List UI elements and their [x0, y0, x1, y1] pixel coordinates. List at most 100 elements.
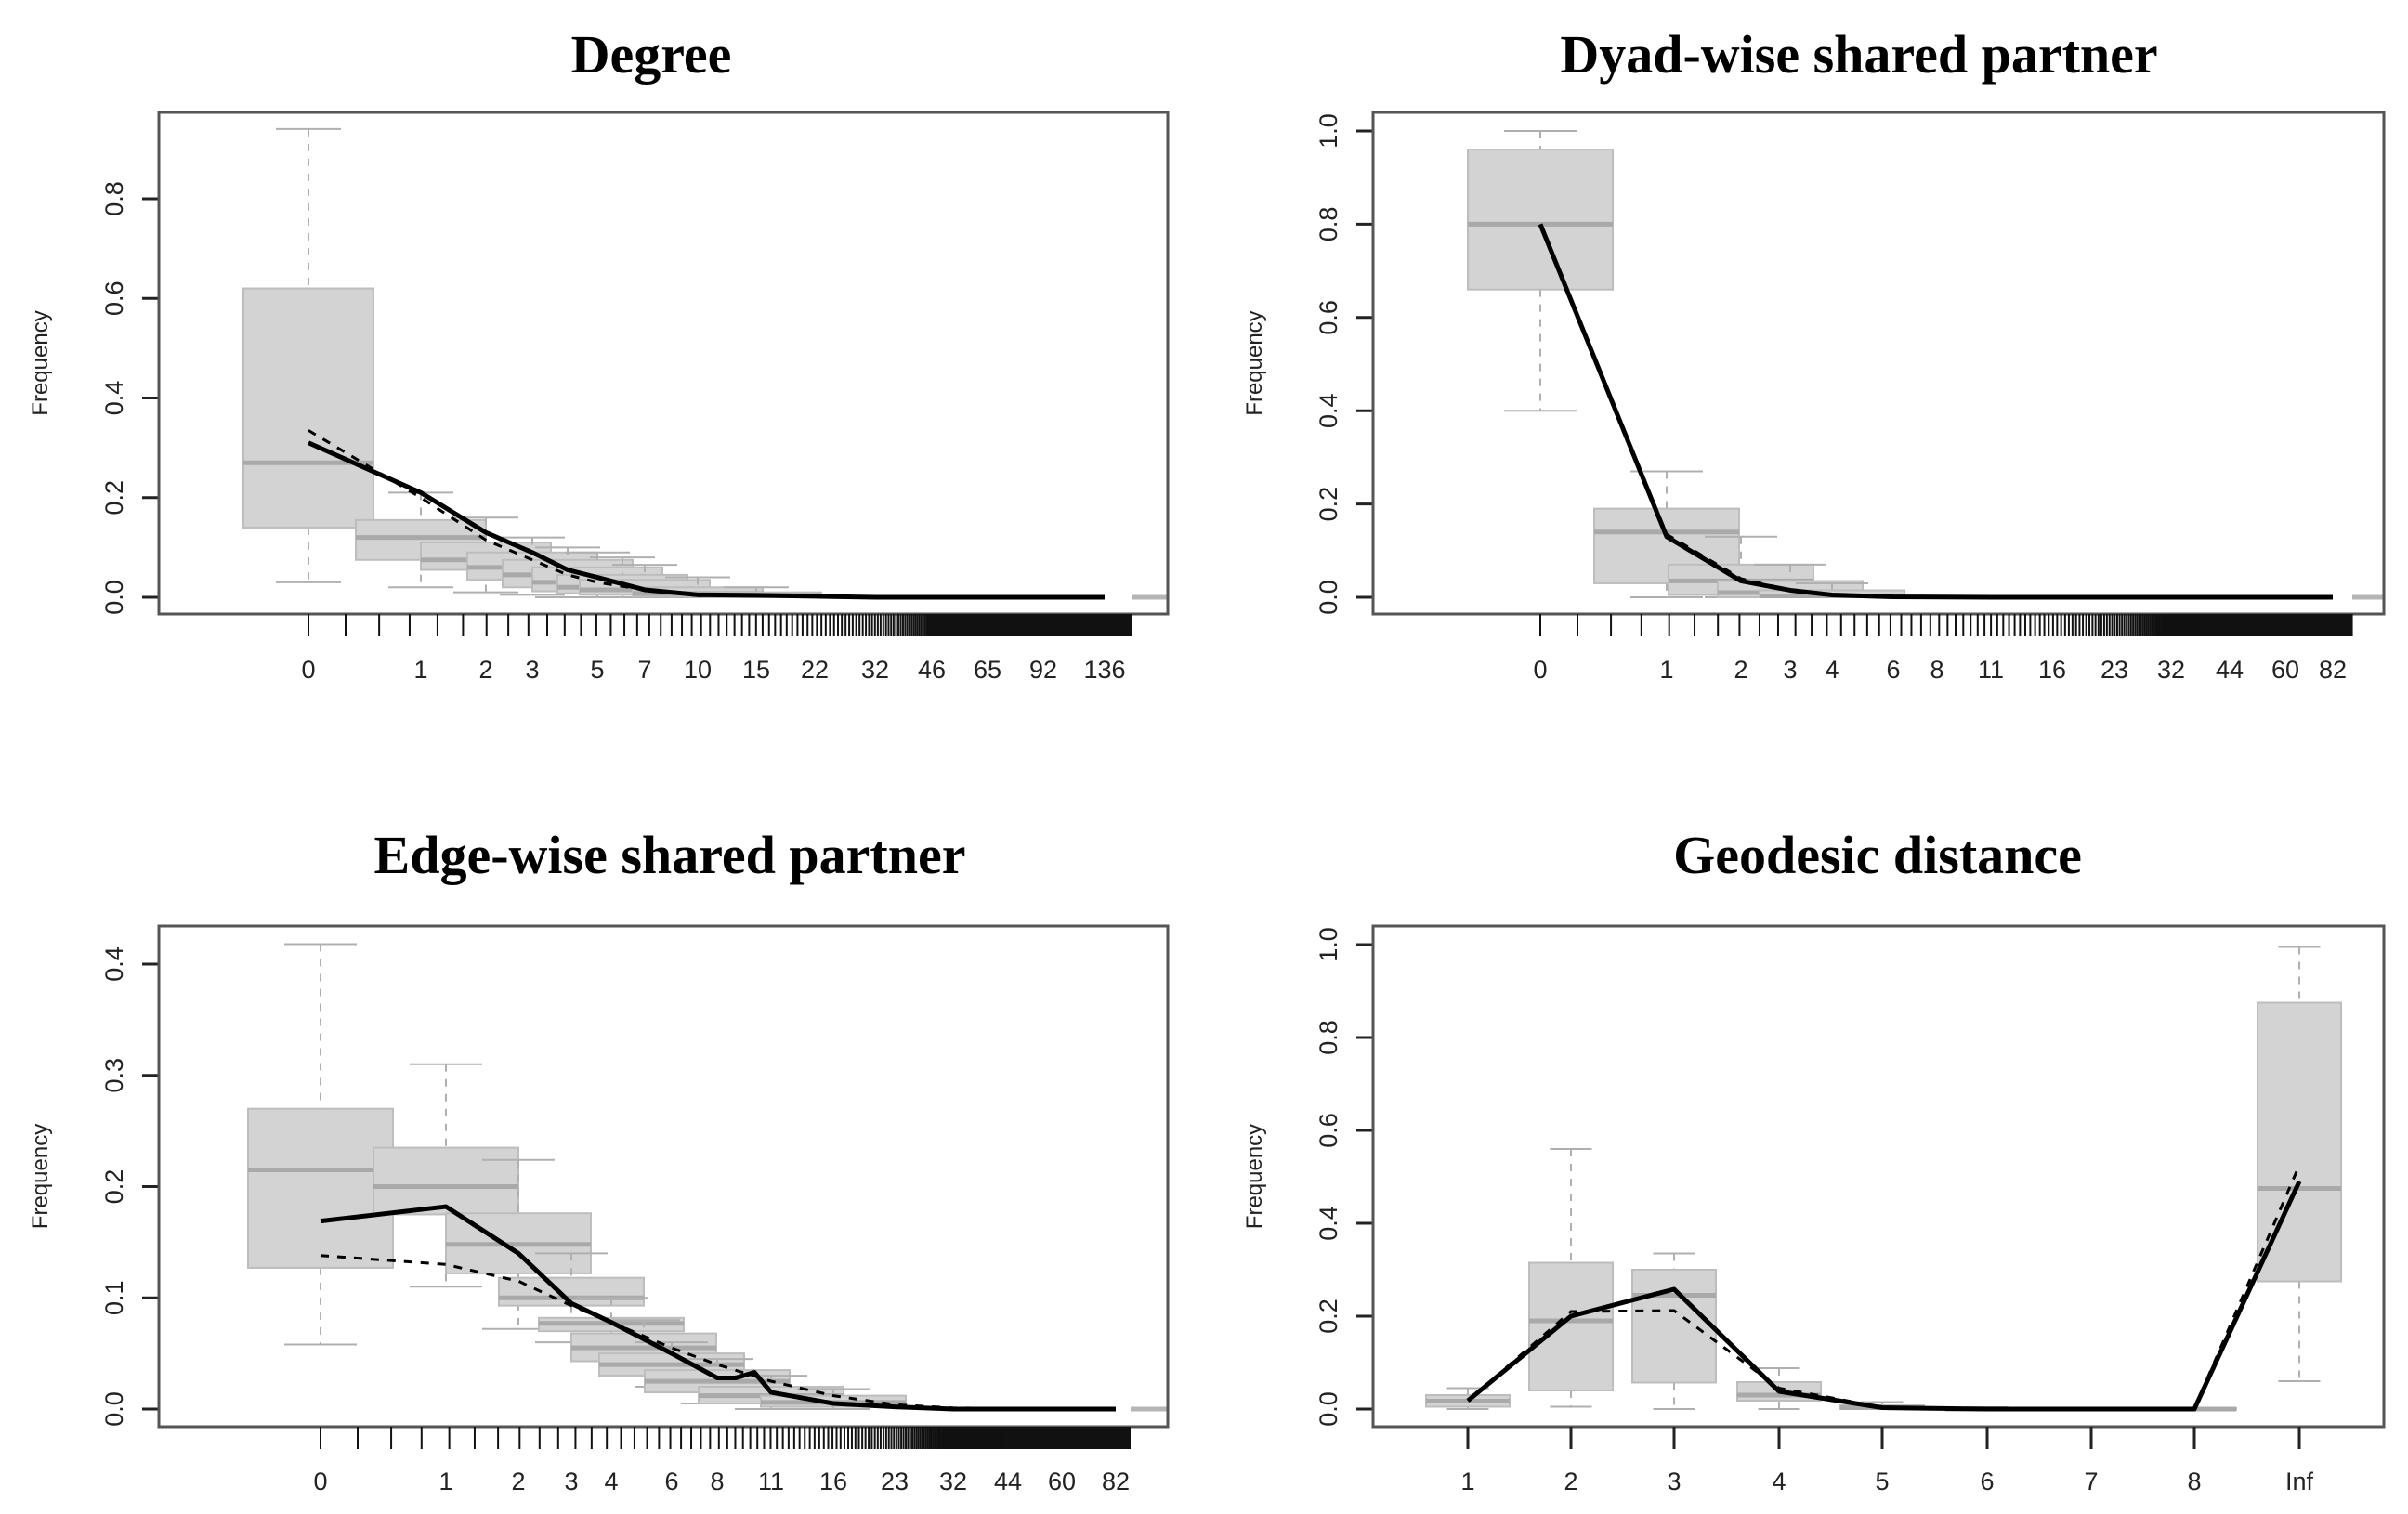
- x-tick-label: 22: [801, 656, 829, 684]
- box: [1467, 149, 1614, 291]
- x-tick-label: 11: [758, 1468, 784, 1495]
- y-tick-label: 0.4: [100, 946, 128, 982]
- y-axis-label: Frequency: [28, 310, 53, 415]
- panel-geodesic-distance: Geodesic distanceFrequency0.00.20.40.60.…: [1242, 825, 2386, 1495]
- simulated-mean-line: [320, 1254, 1117, 1411]
- x-tick-label: 4: [1772, 1468, 1786, 1495]
- boxplot: [1528, 1148, 1614, 1408]
- boxplots: [242, 127, 822, 599]
- x-tick-label: 44: [994, 1468, 1022, 1495]
- x-tick-label: 5: [590, 656, 604, 684]
- y-axis-label: Frequency: [28, 1124, 53, 1229]
- y-tick-label: 0.1: [100, 1280, 128, 1315]
- y-axis: 0.0 0.1 0.2 0.3 0.4: [100, 946, 159, 1427]
- boxplot: [247, 943, 394, 1346]
- y-tick-label: 0.4: [100, 381, 128, 416]
- y-tick-label: 0.0: [1315, 1391, 1342, 1427]
- x-tick-label: 82: [2319, 656, 2347, 684]
- simulated-mean-line: [1538, 223, 2333, 599]
- x-tick-rug-dense: [929, 614, 1132, 636]
- y-tick-label: 0.8: [1315, 1020, 1342, 1055]
- y-tick-label: 0.8: [1315, 207, 1342, 242]
- y-tick-label: 1.0: [1315, 113, 1342, 149]
- x-tick-label: 2: [1734, 656, 1747, 684]
- simulated-mean-line: [1467, 1164, 2301, 1411]
- x-tick-label: 11: [1978, 656, 2004, 684]
- x-tick-label: 65: [974, 656, 1001, 684]
- y-tick-label: 0.2: [100, 480, 128, 516]
- simulated-mean-line: [308, 429, 1105, 599]
- box: [1631, 1269, 1717, 1384]
- x-tick-label: 4: [1825, 656, 1839, 684]
- plot-frame: [1371, 924, 2386, 1429]
- x-tick-label: 1: [413, 656, 427, 684]
- chart-title: Geodesic distance: [1673, 825, 2082, 885]
- x-tick-label: 8: [710, 1468, 724, 1495]
- observed-line: [320, 1204, 1116, 1412]
- x-tick-label: 2: [1564, 1468, 1577, 1495]
- x-tick-label: 10: [684, 656, 712, 684]
- x-tick-rug-dense: [2202, 614, 2352, 636]
- y-axis: 0.0 0.2 0.4 0.6 0.8 1.0: [1315, 113, 1373, 615]
- y-tick-label: 0.6: [100, 281, 128, 316]
- x-tick-label: Inf: [2285, 1468, 2314, 1495]
- box: [247, 1107, 394, 1269]
- boxplot: [1425, 1387, 1511, 1410]
- x-tick-label: 6: [1980, 1468, 1994, 1495]
- boxplots: [247, 943, 907, 1410]
- x-tick-label: 82: [1102, 1468, 1130, 1495]
- box: [373, 1146, 519, 1216]
- panel-degree: Degree Frequency 0.0 0.2 0.4 0.6 0.8 0 1 2 3 5 7 10 15…: [28, 24, 1170, 684]
- panel-dyad-wise-shared-partner: Dyad-wise shared partnerFrequency0.00.20…: [1242, 24, 2386, 684]
- x-tick-label: 8: [2187, 1468, 2201, 1495]
- x-tick-label: 23: [881, 1468, 909, 1495]
- x-tick-label: 7: [637, 656, 651, 684]
- x-tick-label: 0: [301, 656, 315, 684]
- y-tick-label: 0.0: [100, 580, 128, 615]
- x-tick-label: 60: [2271, 656, 2299, 684]
- y-tick-label: 0.3: [100, 1058, 128, 1093]
- x-tick-label: 92: [1029, 656, 1057, 684]
- chart-title: Edge-wise shared partner: [374, 825, 966, 885]
- x-tick-label: 7: [2084, 1468, 2098, 1495]
- x-tick-label: 46: [918, 656, 946, 684]
- box: [2257, 1001, 2342, 1283]
- y-axis: 0.0 0.2 0.4 0.6 0.8 1.0: [1315, 927, 1373, 1427]
- chart-title: Dyad-wise shared partner: [1560, 24, 2157, 85]
- x-tick-label: 1: [438, 1468, 452, 1495]
- y-tick-label: 0.8: [100, 181, 128, 216]
- y-tick-label: 0.6: [1315, 1113, 1342, 1148]
- x-axis: 1 2 3 4 5 6 7 8 Inf: [1460, 1427, 2314, 1495]
- y-axis: 0.0 0.2 0.4 0.6 0.8: [100, 181, 159, 615]
- x-tick-label: 23: [2100, 656, 2128, 684]
- x-tick-label: 16: [2038, 656, 2066, 684]
- boxplots: [1425, 946, 2342, 1412]
- x-tick-label: 32: [861, 656, 889, 684]
- plot-frame: [157, 924, 1170, 1429]
- x-tick-label: 4: [604, 1468, 618, 1495]
- x-axis: 0 1 2 3 4 6 8 11 16 23 32 44 60 82: [313, 1427, 1131, 1495]
- x-tick-label: 3: [525, 656, 539, 684]
- x-tick-label: 60: [1048, 1468, 1076, 1495]
- x-tick-label: 6: [664, 1468, 678, 1495]
- x-tick-label: 32: [939, 1468, 967, 1495]
- x-tick-label: 0: [1533, 656, 1547, 684]
- y-tick-label: 0.2: [1315, 487, 1342, 522]
- y-tick-label: 0.4: [1315, 1206, 1342, 1241]
- x-axis: 0 1 2 3 5 7 10 15 22 32 46 65 92 136: [301, 614, 1132, 684]
- x-tick-rug-dense: [1003, 1427, 1131, 1449]
- y-tick-label: 0.0: [100, 1391, 128, 1427]
- y-tick-label: 1.0: [1315, 927, 1342, 962]
- y-axis-label: Frequency: [1242, 1124, 1267, 1229]
- x-axis: 0 1 2 3 4 6 8 11 16 23 32 44 60 82: [1533, 614, 2353, 684]
- y-tick-label: 0.2: [1315, 1299, 1342, 1334]
- boxplots: [1467, 130, 1905, 598]
- x-tick-label: 3: [564, 1468, 578, 1495]
- x-tick-label: 1: [1460, 1468, 1474, 1495]
- x-tick-label: 8: [1930, 656, 1943, 684]
- boxplot: [1467, 130, 1614, 412]
- y-axis-label: Frequency: [1242, 310, 1267, 415]
- x-tick-label: 16: [819, 1468, 847, 1495]
- x-tick-label: 2: [478, 656, 492, 684]
